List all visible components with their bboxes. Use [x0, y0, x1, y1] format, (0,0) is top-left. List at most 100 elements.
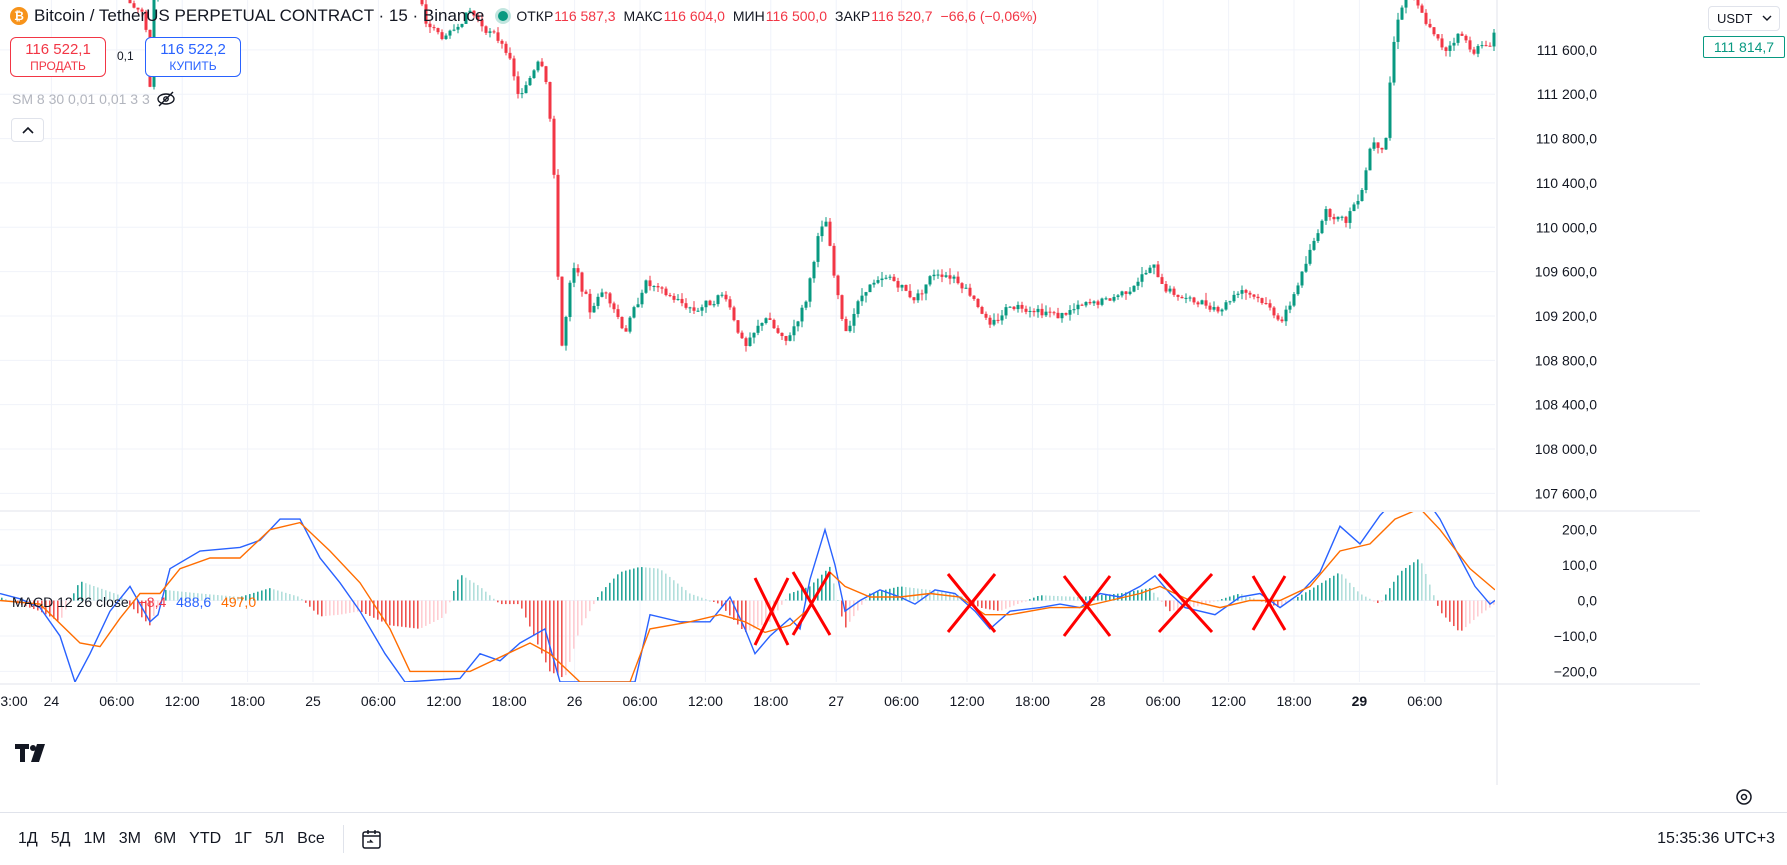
- candle-body: [572, 268, 576, 283]
- histogram-bar: [1297, 597, 1299, 601]
- candle-body: [1388, 82, 1392, 138]
- chart-canvas[interactable]: 111 600,0 111 200,0 110 800,0 110 400,0 110 …: [0, 0, 1700, 785]
- histogram-bar: [533, 600, 535, 636]
- histogram-bar: [785, 599, 787, 601]
- histogram-bar: [877, 591, 879, 601]
- candle-body: [512, 58, 516, 77]
- currency-button[interactable]: USDT: [1708, 6, 1780, 31]
- timeframe-button[interactable]: 1М: [83, 830, 106, 847]
- histogram-bar: [281, 591, 283, 601]
- histogram-bar: [105, 590, 107, 601]
- candle-body: [1064, 313, 1068, 315]
- currency-label: USDT: [1717, 11, 1753, 26]
- histogram-bar: [913, 588, 915, 601]
- histogram-bar: [529, 600, 531, 627]
- candle-body: [564, 316, 568, 346]
- candle-body: [868, 284, 872, 293]
- histogram-bar: [189, 592, 191, 601]
- candle-body: [1096, 301, 1100, 305]
- clock[interactable]: 15:35:36 UTC+3: [1657, 830, 1775, 847]
- macd-legend[interactable]: MACD 12 26 close −8,4 488,6 497,0: [12, 594, 262, 610]
- histogram-bar: [93, 586, 95, 601]
- bottom-toolbar: 1Д 5Д 1М 3М 6М YTD 1Г 5Л Все 15:35:36 UTC+3: [0, 812, 1787, 865]
- histogram-bar: [365, 600, 367, 614]
- candle-body: [1192, 297, 1196, 303]
- sell-button[interactable]: 116 522,1 ПРОДАТЬ: [10, 37, 106, 77]
- timeframe-button[interactable]: 3М: [118, 830, 141, 847]
- timeframe-button[interactable]: YTD: [189, 830, 222, 847]
- ohlc-values: ОТКР116 587,3 МАКС116 604,0 МИН116 500,0 ЗА…: [516, 6, 932, 26]
- candle-body: [936, 274, 940, 276]
- candle-body: [816, 236, 820, 262]
- histogram-bar: [645, 567, 647, 601]
- histogram-bar: [77, 585, 79, 601]
- candle-body: [948, 275, 952, 279]
- candle-body: [888, 276, 892, 278]
- candle-body: [1200, 300, 1204, 305]
- histogram-bar: [393, 600, 395, 626]
- time-tick-label: 18:00: [1276, 693, 1311, 709]
- candle-body: [892, 276, 896, 282]
- collapse-legend-button[interactable]: [11, 118, 44, 142]
- candle-body: [1448, 45, 1452, 51]
- candle-body: [1316, 233, 1320, 241]
- histogram-bar: [609, 582, 611, 601]
- histogram-bar: [49, 600, 51, 617]
- histogram-bar: [801, 589, 803, 601]
- buy-button[interactable]: 116 522,2 КУПИТЬ: [145, 37, 241, 77]
- histogram-bar: [581, 600, 583, 626]
- timeframe-button[interactable]: 5Д: [50, 830, 71, 847]
- candle-body: [1328, 209, 1332, 217]
- candle-body: [1424, 12, 1428, 24]
- candle-body: [684, 303, 688, 308]
- histogram-bar: [1077, 596, 1079, 601]
- price-axis: 111 600,0 111 200,0 110 800,0 110 400,0 110 …: [1535, 42, 1598, 679]
- candle-body: [836, 275, 840, 296]
- histogram-bar: [713, 600, 715, 602]
- candle-body: [1028, 310, 1032, 312]
- histogram-bar: [209, 594, 211, 601]
- candle-body: [1480, 45, 1484, 47]
- histogram-bar: [317, 600, 319, 615]
- histogram-bar: [1225, 597, 1227, 601]
- histogram-bar: [449, 600, 451, 603]
- candle-body: [980, 306, 984, 314]
- timeframe-button[interactable]: 1Д: [18, 830, 38, 847]
- histogram-bar: [1345, 578, 1347, 601]
- histogram-bar: [953, 594, 955, 601]
- histogram-bar: [89, 584, 91, 601]
- symbol-title[interactable]: Bitcoin / TetherUS PERPETUAL CONTRACT · …: [34, 6, 485, 25]
- candle-body: [492, 31, 496, 33]
- timeframe-button[interactable]: Все: [297, 830, 325, 847]
- ohlc-label: ЗАКР: [834, 8, 871, 24]
- histogram-bar: [413, 600, 415, 629]
- eye-hidden-icon[interactable]: [156, 91, 176, 107]
- histogram-bar: [125, 600, 127, 602]
- histogram-bar: [425, 600, 427, 626]
- x-stroke: [753, 577, 790, 646]
- sm-indicator-legend[interactable]: SM 8 30 0,01 0,01 3 3: [12, 91, 176, 107]
- histogram-bar: [741, 600, 743, 630]
- timeframe-button[interactable]: 1Г: [234, 830, 252, 847]
- candle-body: [952, 276, 956, 279]
- histogram-bar: [573, 600, 575, 649]
- timeframe-button[interactable]: 5Л: [264, 830, 285, 847]
- histogram-bar: [541, 600, 543, 654]
- candle-body: [1372, 142, 1376, 149]
- candle-body: [1088, 302, 1092, 304]
- candle-body: [964, 287, 968, 289]
- candle-body: [1456, 33, 1460, 43]
- x-annotation-mark: [791, 571, 832, 636]
- candle-body: [928, 276, 932, 285]
- timeframe-button[interactable]: 6М: [153, 830, 177, 847]
- candle-body: [468, 10, 472, 13]
- histogram-bar: [649, 567, 651, 601]
- histogram-bar: [489, 595, 491, 601]
- histogram-bar: [1141, 589, 1143, 601]
- histogram-bar: [197, 593, 199, 601]
- histogram-bar: [437, 600, 439, 620]
- calendar-goto-icon[interactable]: [360, 827, 384, 851]
- candle-body: [1092, 301, 1096, 304]
- settings-icon[interactable]: [1734, 787, 1754, 807]
- histogram-bar: [1049, 595, 1051, 601]
